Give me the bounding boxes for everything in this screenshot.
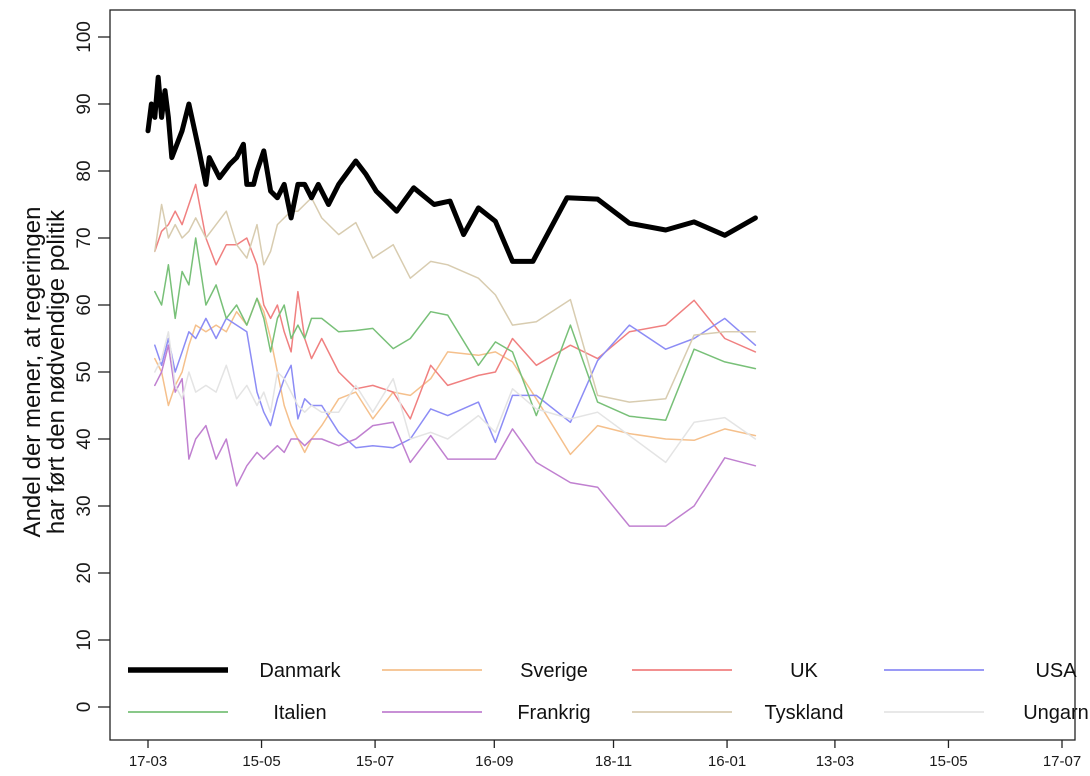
x-tick-label: 17-03 <box>129 753 167 770</box>
x-tick-label: 15-07 <box>356 753 394 770</box>
x-tick-label: 16-09 <box>475 753 513 770</box>
y-tick-label: 30 <box>74 495 95 516</box>
x-tick-label: 17-07 <box>1043 753 1081 770</box>
plot-border <box>109 9 1076 741</box>
y-axis: 0 10 20 30 40 50 60 70 80 90 100 <box>74 21 110 712</box>
legend-item-frankrig: Frankrig <box>382 702 591 724</box>
series-lines <box>145 74 758 527</box>
y-tick-label: 80 <box>74 160 95 181</box>
legend-label: Frankrig <box>517 702 590 724</box>
y-tick-label: 0 <box>74 702 95 713</box>
y-axis-label-line: har ført den nødvendige politik <box>43 209 70 534</box>
x-tick-label: 16-01 <box>708 753 746 770</box>
y-tick-label: 20 <box>74 562 95 583</box>
legend-label: UK <box>790 660 818 682</box>
legend-item-tyskland: Tyskland <box>632 702 843 724</box>
x-tick-label: 15-05 <box>929 753 967 770</box>
legend-label: Italien <box>273 702 326 724</box>
y-tick-label: 60 <box>74 294 95 315</box>
series-line-uk <box>154 183 757 420</box>
series-line-frankrig <box>154 344 757 527</box>
legend-item-usa: USA <box>884 660 1077 682</box>
legend-item-sverige: Sverige <box>382 660 588 682</box>
y-tick-label: 100 <box>74 21 95 53</box>
y-tick-label: 50 <box>74 361 95 382</box>
x-tick-label: 13-03 <box>816 753 854 770</box>
series-line-danmark <box>145 74 758 264</box>
y-tick-label: 10 <box>74 629 95 650</box>
legend-item-ungarn: Ungarn <box>884 702 1089 724</box>
series-line-tyskland <box>154 197 757 403</box>
series-line-ungarn <box>154 331 757 464</box>
legend-label: USA <box>1035 660 1077 682</box>
legend-label: Danmark <box>259 660 341 682</box>
y-tick-label: 70 <box>74 227 95 248</box>
x-tick-label: 15-05 <box>242 753 280 770</box>
legend-item-danmark: Danmark <box>128 660 342 682</box>
x-tick-label: 18-11 <box>595 753 632 770</box>
legend-label: Sverige <box>520 660 588 682</box>
legend-item-italien: Italien <box>128 702 327 724</box>
legend: Danmark Sverige UK USA Italien Frankrig Tyskla… <box>128 660 1089 724</box>
legend-label: Ungarn <box>1023 702 1089 724</box>
y-tick-label: 90 <box>74 93 95 114</box>
legend-label: Tyskland <box>765 702 844 724</box>
series-line-usa <box>154 317 757 449</box>
plot-frame <box>109 9 1076 741</box>
x-axis: 17-03 15-05 15-07 16-09 18-11 16-01 13-03 15-05… <box>129 740 1081 770</box>
legend-item-uk: UK <box>632 660 819 682</box>
y-axis-label-line: Andel der mener, at regeringen <box>19 207 46 538</box>
y-tick-label: 40 <box>74 428 95 449</box>
series-line-italien <box>154 237 757 421</box>
